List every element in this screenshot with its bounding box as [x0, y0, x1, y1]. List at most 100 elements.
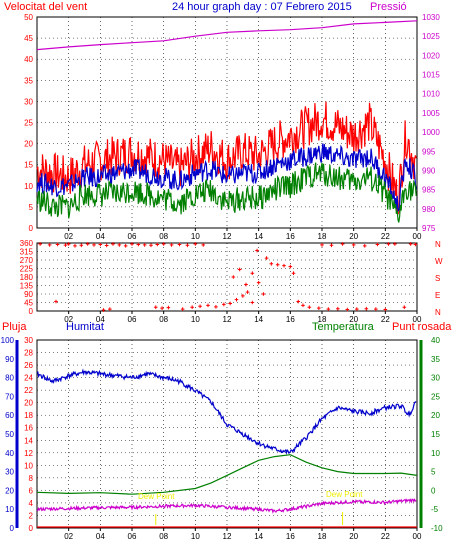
x-tick-label: 22 — [381, 232, 390, 241]
direction-point — [320, 243, 324, 247]
rain-y-tick-label: 22 — [24, 386, 33, 395]
direction-point — [142, 243, 147, 247]
x-tick-label: 02 — [64, 532, 73, 541]
temperature-line — [36, 454, 418, 495]
x-tick-label: 22 — [381, 315, 390, 324]
x-tick-label: 10 — [191, 232, 200, 241]
x-tick-label: 02 — [64, 315, 73, 324]
direction-point — [291, 271, 296, 276]
direction-point — [269, 261, 274, 266]
temperature-y-tick-label: 35 — [431, 355, 440, 364]
pressure-y-tick-label: 975 — [422, 224, 436, 233]
wind-y-tick-label: 5 — [29, 203, 34, 212]
dewpoint-annotation: Dew Point — [138, 492, 175, 501]
wind-min-line — [36, 162, 417, 223]
direction-point — [393, 242, 397, 246]
direction-y-tick-label: 135 — [20, 282, 34, 291]
pressure-y-tick-label: 1025 — [422, 32, 440, 41]
humidity-y-tick-label: 60 — [5, 411, 14, 420]
temperature-y-tick-label: 20 — [431, 411, 440, 420]
wind-y-tick-label: 50 — [24, 13, 33, 22]
temperature-y-tick-label: -10 — [431, 524, 443, 533]
x-tick-label: 08 — [159, 315, 168, 324]
x-tick-label: 00 — [413, 532, 422, 541]
direction-point — [198, 304, 202, 309]
direction-point — [79, 243, 84, 248]
direction-y-tick-label: 315 — [20, 248, 34, 257]
humidity-y-tick-label: 80 — [5, 374, 14, 383]
x-tick-label: 00 — [413, 315, 422, 324]
x-tick-label: 20 — [349, 315, 358, 324]
dewpoint-line — [36, 498, 417, 514]
temperature-axis-label: Temperatura — [312, 321, 375, 333]
x-tick-label: 14 — [254, 232, 263, 241]
direction-y-tick-label: 225 — [20, 265, 34, 274]
pressure-y-tick-label: 980 — [422, 205, 436, 214]
direction-point — [153, 305, 158, 310]
direction-point — [169, 243, 174, 247]
direction-point — [73, 244, 77, 248]
x-tick-label: 20 — [349, 532, 358, 541]
humidity-y-tick-label: 90 — [5, 355, 14, 364]
pressure-y-tick-label: 1015 — [422, 71, 440, 80]
direction-point — [264, 256, 269, 260]
direction-point — [111, 242, 115, 246]
rain-y-tick-label: 10 — [24, 461, 33, 470]
rain-y-tick-label: 28 — [24, 349, 33, 358]
x-tick-label: 20 — [349, 232, 358, 241]
pressure-y-tick-label: 1000 — [422, 128, 440, 137]
direction-point — [301, 303, 305, 308]
temperature-y-tick-label: -5 — [431, 505, 439, 514]
x-tick-label: 04 — [96, 315, 105, 324]
x-tick-label: 08 — [159, 232, 168, 241]
direction-point — [256, 280, 261, 285]
direction-point — [288, 264, 293, 269]
wind-y-tick-label: 25 — [24, 119, 33, 128]
humidity-y-tick-label: 30 — [5, 468, 14, 477]
rain-y-tick-label: 6 — [29, 486, 34, 495]
rain-y-tick-label: 16 — [24, 424, 33, 433]
direction-point — [130, 242, 134, 246]
rain-y-tick-label: 30 — [24, 336, 33, 345]
rain-y-tick-label: 20 — [24, 399, 33, 408]
direction-point — [231, 275, 236, 279]
direction-point — [307, 305, 312, 310]
direction-point — [317, 306, 321, 310]
direction-point — [237, 267, 242, 272]
direction-point — [275, 262, 280, 267]
dewpoint-annotation: Dew Point — [326, 490, 363, 499]
direction-point — [296, 299, 301, 304]
direction-point — [222, 302, 226, 307]
dewpoint-axis-label: Punt rosada — [392, 321, 452, 333]
direction-point — [336, 306, 340, 311]
direction-point — [117, 243, 122, 247]
rain-axis-label: Pluja — [2, 321, 27, 333]
direction-point — [92, 243, 96, 247]
x-tick-label: 10 — [191, 315, 200, 324]
direction-point — [261, 292, 266, 296]
rain-y-tick-label: 2 — [29, 511, 34, 520]
x-tick-label: 04 — [96, 232, 105, 241]
humidity-y-tick-label: 10 — [5, 505, 14, 514]
x-tick-label: 16 — [286, 532, 295, 541]
wind-y-tick-label: 35 — [24, 76, 33, 85]
direction-point — [351, 243, 356, 247]
graph-title: 24 hour graph day : 07 Febrero 2015 — [172, 1, 352, 13]
temperature-y-tick-label: 10 — [431, 449, 440, 458]
rain-y-tick-label: 26 — [24, 361, 33, 370]
rain-y-tick-label: 12 — [24, 449, 33, 458]
x-tick-label: 12 — [223, 532, 232, 541]
rain-y-tick-label: 24 — [24, 374, 33, 383]
compass-label: E — [435, 291, 440, 300]
direction-point — [375, 242, 380, 247]
direction-point — [228, 301, 232, 306]
data-layer — [36, 20, 418, 528]
direction-point — [374, 307, 378, 311]
compass-label: N — [435, 308, 441, 317]
direction-point — [149, 243, 153, 248]
humidity-y-tick-label: 40 — [5, 449, 14, 458]
wind-y-tick-label: 10 — [24, 182, 33, 191]
wind-y-tick-label: 45 — [24, 34, 33, 43]
pressure-y-tick-label: 990 — [422, 166, 436, 175]
x-tick-label: 06 — [128, 532, 137, 541]
